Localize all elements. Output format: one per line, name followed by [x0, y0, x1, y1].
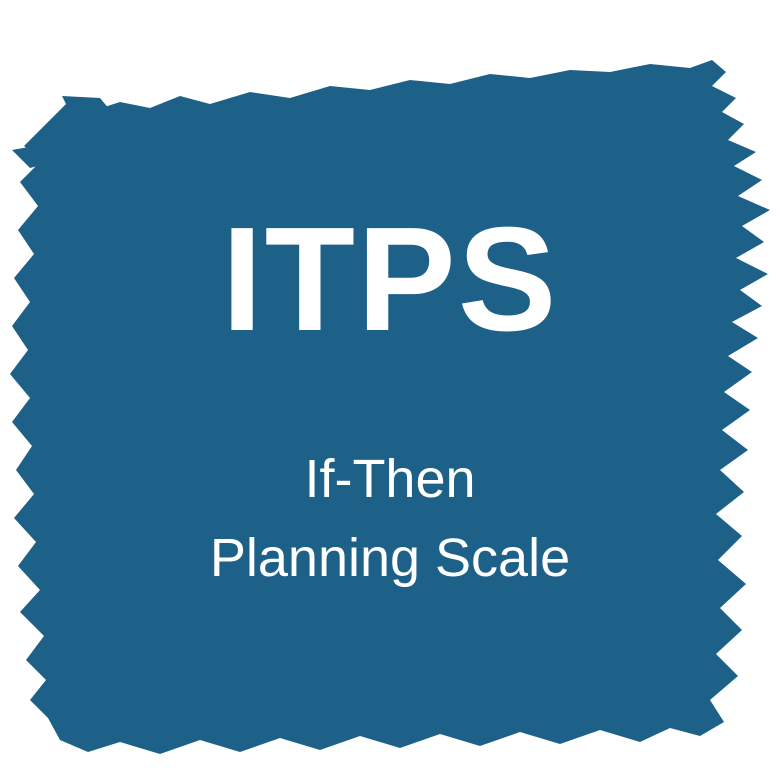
logo-subtitle-line-2: Planning Scale — [209, 528, 571, 588]
logo-subtitle-line-1: If-Then — [304, 449, 476, 509]
logo-title: ITPS — [221, 197, 559, 362]
